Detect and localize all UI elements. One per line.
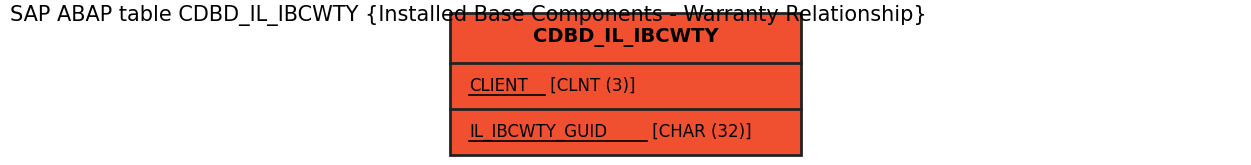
Text: [CLNT (3)]: [CLNT (3)] bbox=[545, 77, 636, 95]
Text: CDBD_IL_IBCWTY: CDBD_IL_IBCWTY bbox=[533, 28, 718, 48]
Bar bbox=[450, 13, 801, 155]
Text: SAP ABAP table CDBD_IL_IBCWTY {Installed Base Components - Warranty Relationship: SAP ABAP table CDBD_IL_IBCWTY {Installed… bbox=[10, 5, 927, 26]
Text: [CHAR (32)]: [CHAR (32)] bbox=[647, 123, 752, 141]
Text: CLIENT: CLIENT bbox=[469, 77, 528, 95]
Text: IL_IBCWTY_GUID: IL_IBCWTY_GUID bbox=[469, 123, 607, 141]
